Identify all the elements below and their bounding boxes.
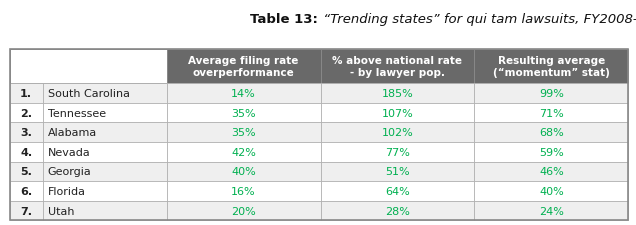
Bar: [10, 84, 43, 103]
Text: Utah: Utah: [48, 206, 74, 216]
Bar: [43, 181, 167, 201]
Text: 35%: 35%: [232, 128, 256, 137]
Bar: [321, 84, 474, 103]
Text: Average filing rate
overperformance: Average filing rate overperformance: [188, 56, 299, 77]
Text: 77%: 77%: [385, 147, 410, 157]
Bar: [474, 162, 628, 181]
Text: 40%: 40%: [539, 186, 563, 196]
Bar: [10, 50, 167, 84]
Text: 71%: 71%: [539, 108, 563, 118]
Bar: [321, 123, 474, 142]
Bar: [474, 50, 628, 84]
Bar: [167, 201, 321, 220]
Bar: [10, 123, 43, 142]
Bar: [474, 201, 628, 220]
Text: 16%: 16%: [232, 186, 256, 196]
Bar: [10, 181, 43, 201]
Text: 185%: 185%: [382, 88, 413, 99]
Bar: [10, 201, 43, 220]
Text: South Carolina: South Carolina: [48, 88, 130, 99]
Text: 7.: 7.: [20, 206, 32, 216]
Text: 24%: 24%: [539, 206, 564, 216]
Bar: [474, 123, 628, 142]
Bar: [167, 162, 321, 181]
Bar: [474, 84, 628, 103]
Bar: [167, 142, 321, 162]
Text: 6.: 6.: [20, 186, 32, 196]
Text: % above national rate
- by lawyer pop.: % above national rate - by lawyer pop.: [333, 56, 462, 77]
Text: 1.: 1.: [20, 88, 32, 99]
Text: Florida: Florida: [48, 186, 86, 196]
Bar: [10, 50, 628, 220]
Text: Tennessee: Tennessee: [48, 108, 106, 118]
Text: “Trending states” for qui tam lawsuits, FY2008–17: “Trending states” for qui tam lawsuits, …: [319, 13, 636, 26]
Bar: [321, 201, 474, 220]
Bar: [43, 201, 167, 220]
Text: 51%: 51%: [385, 167, 410, 177]
Bar: [167, 50, 321, 84]
Bar: [10, 103, 43, 123]
Text: Nevada: Nevada: [48, 147, 90, 157]
Text: 46%: 46%: [539, 167, 563, 177]
Bar: [321, 50, 474, 84]
Bar: [474, 142, 628, 162]
Bar: [10, 162, 43, 181]
Text: Alabama: Alabama: [48, 128, 97, 137]
Bar: [167, 123, 321, 142]
Bar: [167, 181, 321, 201]
Bar: [43, 162, 167, 181]
Text: Resulting average
(“momentum” stat): Resulting average (“momentum” stat): [493, 56, 610, 77]
Text: 99%: 99%: [539, 88, 564, 99]
Text: 35%: 35%: [232, 108, 256, 118]
Text: 42%: 42%: [231, 147, 256, 157]
Bar: [10, 142, 43, 162]
Bar: [43, 123, 167, 142]
Text: 59%: 59%: [539, 147, 563, 157]
Bar: [43, 84, 167, 103]
Text: Georgia: Georgia: [48, 167, 92, 177]
Text: 20%: 20%: [232, 206, 256, 216]
Bar: [321, 181, 474, 201]
Text: 64%: 64%: [385, 186, 410, 196]
Text: 5.: 5.: [20, 167, 32, 177]
Bar: [474, 181, 628, 201]
Bar: [321, 162, 474, 181]
Text: Table 13:: Table 13:: [250, 13, 318, 26]
Text: 4.: 4.: [20, 147, 32, 157]
Text: 102%: 102%: [382, 128, 413, 137]
Bar: [474, 103, 628, 123]
Bar: [43, 103, 167, 123]
Bar: [43, 142, 167, 162]
Text: 68%: 68%: [539, 128, 563, 137]
Text: 14%: 14%: [232, 88, 256, 99]
Bar: [321, 142, 474, 162]
Text: 40%: 40%: [232, 167, 256, 177]
Bar: [167, 103, 321, 123]
Bar: [167, 84, 321, 103]
Text: 28%: 28%: [385, 206, 410, 216]
Text: 3.: 3.: [20, 128, 32, 137]
Text: 107%: 107%: [382, 108, 413, 118]
Text: 2.: 2.: [20, 108, 32, 118]
Bar: [321, 103, 474, 123]
